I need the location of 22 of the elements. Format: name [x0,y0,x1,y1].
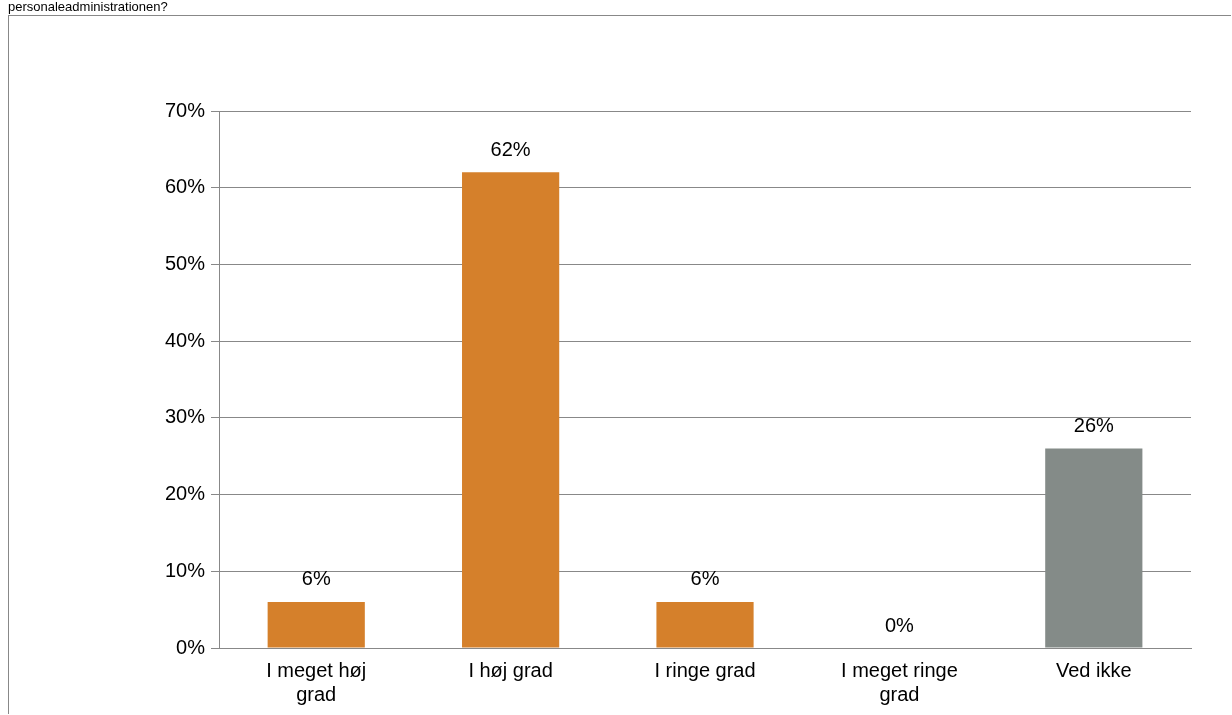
y-tick-label: 20% [165,482,206,505]
bar [656,601,754,648]
text: personaleadministrationen? [8,0,168,14]
data-label: 6% [301,567,331,590]
data-label: 0% [884,613,915,636]
y-tick-label: 60% [165,175,206,198]
data-label: 26% [1073,414,1115,437]
y-tick-label: 10% [165,558,206,581]
bar [267,601,365,648]
x-tick-label: I meget høj grad [266,658,367,705]
y-tick-label: 30% [165,405,206,428]
y-tick-label: 70% [165,98,206,121]
x-tick-label: I meget ringe grad [841,658,958,705]
y-tick-label: 0% [176,635,206,658]
y-tick-label: 50% [165,251,206,274]
data-label: 6% [690,567,720,590]
data-label: 62% [490,137,531,160]
x-tick-label: I ringe grad [654,658,756,681]
y-tick-label: 40% [165,328,206,351]
x-tick-label: I høj grad [468,658,553,681]
x-tick-label: Ved ikke [1056,658,1132,681]
bar [462,172,560,648]
